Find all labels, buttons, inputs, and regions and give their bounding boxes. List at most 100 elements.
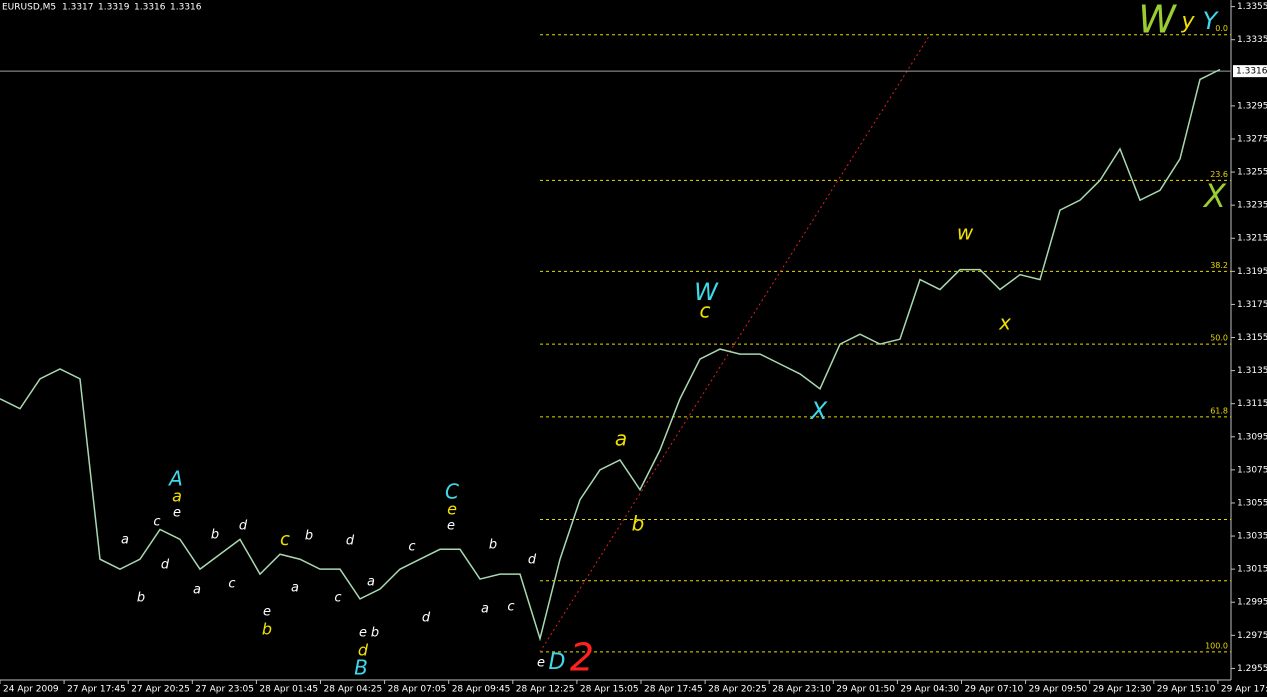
wave-label: c [507,600,514,615]
wave-label: c [700,299,711,323]
y-tick-label: 1.2955 [1237,664,1267,674]
y-tick-label: 1.3155 [1237,333,1267,343]
wave-label: x [998,311,1011,335]
wave-label: e [359,626,367,641]
wave-label: b [262,620,272,639]
wave-label: a [121,533,129,548]
wave-label: c [280,529,290,550]
wave-label: C [445,480,459,504]
wave-label: e [263,605,271,620]
wave-label: d [358,641,369,660]
x-tick-label: 29 Apr 15:10 [1157,685,1216,695]
x-tick-label: 29 Apr 04:30 [900,685,959,695]
wave-label: c [334,591,341,606]
y-tick-label: 1.3135 [1237,366,1267,376]
wave-label: e [447,519,455,534]
x-tick-label: 28 Apr 23:10 [772,685,831,695]
wave-label: 2 [570,636,594,680]
current-price-box [1233,65,1267,78]
x-tick-label: 28 Apr 15:05 [580,685,639,695]
wave-label: b [305,529,313,544]
trend-line [539,34,931,653]
wave-label: b [137,591,145,606]
y-tick-label: 1.3075 [1237,465,1267,475]
y-tick-label: 1.3275 [1237,134,1267,144]
x-tick-label: 28 Apr 07:05 [388,685,447,695]
x-tick-label: 28 Apr 01:45 [259,685,318,695]
fib-label: 100.0 [1205,641,1228,650]
ohlc-value: 1.3316 [170,3,202,13]
x-tick-label: 28 Apr 20:25 [708,685,767,695]
y-tick-label: 1.3235 [1237,201,1267,211]
fib-label: 50.0 [1210,334,1228,343]
y-tick-label: 1.3095 [1237,432,1267,442]
y-tick-label: 1.3115 [1237,399,1267,409]
x-tick-label: 29 Apr 12:30 [1093,685,1152,695]
wave-label: B [354,656,368,680]
wave-label: c [408,540,415,555]
wave-label: d [528,553,537,568]
wave-label: A [167,467,183,491]
y-tick-label: 1.3195 [1237,267,1267,277]
wave-label: d [346,534,355,549]
y-tick-label: 1.3035 [1237,532,1267,542]
x-tick-label: 28 Apr 09:45 [452,685,511,695]
x-tick-label: 29 Apr 17:50 [1221,685,1267,695]
wave-label: d [161,558,170,573]
y-tick-label: 1.3295 [1237,101,1267,111]
y-tick-label: 1.3175 [1237,300,1267,310]
y-tick-label: 1.3215 [1237,234,1267,244]
wave-label: W [1138,0,1177,42]
wave-label: a [367,575,375,590]
wave-label: a [615,427,627,451]
ohlc-value: 1.3316 [134,3,166,13]
wave-label: c [228,577,235,592]
wave-label: d [422,611,431,626]
ohlc-value: 1.3319 [98,3,130,13]
y-tick-label: 1.2975 [1237,631,1267,641]
wave-label: W [694,278,719,306]
ohlc-value: 1.3317 [62,3,94,13]
wave-label: e [537,656,545,671]
x-tick-label: 29 Apr 09:50 [1029,685,1088,695]
wave-label: b [371,626,379,641]
wave-label: y [1180,9,1195,34]
y-tick-label: 1.3335 [1237,35,1267,45]
x-tick-label: 27 Apr 20:25 [131,685,190,695]
wave-label: b [211,528,219,543]
wave-label: a [481,602,489,617]
fib-label: 0.0 [1215,24,1228,33]
x-tick-label: 27 Apr 17:45 [67,685,126,695]
wave-label: X [1202,177,1227,215]
wave-label: X [809,397,828,425]
wave-label: b [632,512,645,536]
wave-label: a [172,487,182,506]
wave-label: b [489,538,497,553]
wave-label: e [447,500,457,519]
symbol: EURUSD,M5 [2,3,56,13]
wave-label: d [239,519,248,534]
x-tick-label: 28 Apr 12:25 [516,685,575,695]
x-tick-label: 27 Apr 23:05 [195,685,254,695]
y-tick-label: 1.3055 [1237,498,1267,508]
x-tick-label: 29 Apr 07:10 [965,685,1024,695]
fib-label: 38.2 [1210,261,1228,270]
wave-label: Y [1203,7,1220,35]
current-price-label: 1.3316 [1236,67,1267,77]
x-tick-label: 28 Apr 04:25 [324,685,383,695]
wave-label: c [153,515,160,530]
x-tick-label: 29 Apr 01:50 [836,685,895,695]
wave-label: e [173,506,181,521]
y-tick-label: 1.3015 [1237,565,1267,575]
price-line [0,68,1221,642]
y-tick-label: 1.3255 [1237,168,1267,178]
x-tick-label: 28 Apr 17:45 [644,685,703,695]
wave-label: a [291,581,299,596]
fib-label: 61.8 [1210,406,1228,415]
x-tick-label: 24 Apr 2009 [3,685,59,695]
y-tick-label: 1.3355 [1237,2,1267,12]
wave-label: D [549,650,566,675]
y-tick-label: 1.2995 [1237,598,1267,608]
fib-label: 23.6 [1210,170,1228,179]
